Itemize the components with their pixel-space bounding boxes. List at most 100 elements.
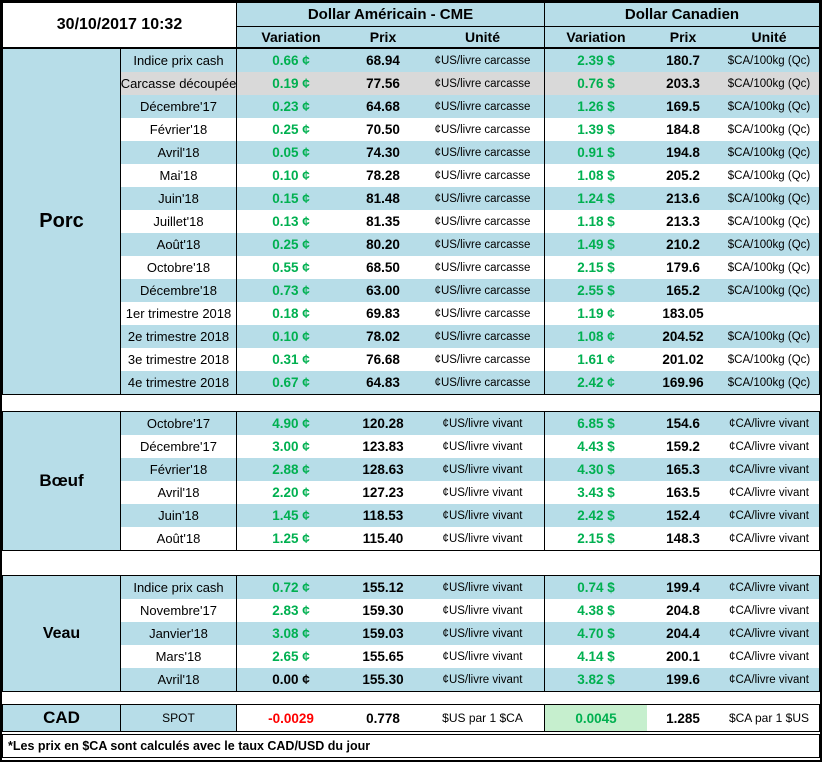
us-price-value: 63.00 bbox=[345, 279, 421, 302]
row-label: Décembre'18 bbox=[121, 279, 237, 302]
ca-price-value: 204.52 bbox=[647, 325, 719, 348]
us-unite-column-header: Unité bbox=[421, 27, 545, 47]
ca-unit-label: ¢CA/livre vivant bbox=[719, 527, 819, 550]
us-unit-label: ¢US/livre carcasse bbox=[421, 348, 545, 371]
us-unit-label: ¢US/livre vivant bbox=[421, 435, 545, 458]
us-price-value: 64.68 bbox=[345, 95, 421, 118]
us-price-value: 155.65 bbox=[345, 645, 421, 668]
us-price-value: 159.03 bbox=[345, 622, 421, 645]
ca-price-value: 159.2 bbox=[647, 435, 719, 458]
ca-variation-value: 4.30 $ bbox=[545, 458, 647, 481]
us-dollar-group-header: Dollar Américain - CME bbox=[237, 3, 545, 27]
row-label: Août'18 bbox=[121, 233, 237, 256]
ca-price-value: 199.6 bbox=[647, 668, 719, 691]
us-variation-value: 0.66 ¢ bbox=[237, 49, 345, 72]
ca-unit-label: $CA/100kg (Qc) bbox=[719, 49, 819, 72]
section-cad: CAD SPOT -0.0029 0.778 $US par 1 $CA 0.0045 1.… bbox=[2, 704, 820, 732]
us-variation-value: 3.00 ¢ bbox=[237, 435, 345, 458]
ca-unit-label: ¢CA/livre vivant bbox=[719, 504, 819, 527]
row-label: Indice prix cash bbox=[121, 576, 237, 599]
ca-unit-label: $CA/100kg (Qc) bbox=[719, 233, 819, 256]
us-unit-label: ¢US/livre vivant bbox=[421, 504, 545, 527]
ca-unit-label: $CA/100kg (Qc) bbox=[719, 348, 819, 371]
row-label: Avril'18 bbox=[121, 481, 237, 504]
ca-variation-value: 6.85 $ bbox=[545, 412, 647, 435]
ca-unit-label: $CA/100kg (Qc) bbox=[719, 72, 819, 95]
us-variation-value: 0.23 ¢ bbox=[237, 95, 345, 118]
us-price-value: 81.35 bbox=[345, 210, 421, 233]
row-label: Avril'18 bbox=[121, 141, 237, 164]
us-price-value: 69.83 bbox=[345, 302, 421, 325]
footnote: *Les prix en $CA sont calculés avec le t… bbox=[2, 734, 820, 758]
section-gap bbox=[2, 692, 820, 704]
us-unit-label: ¢US/livre carcasse bbox=[421, 210, 545, 233]
us-unit-label: ¢US/livre carcasse bbox=[421, 302, 545, 325]
row-label: Octobre'18 bbox=[121, 256, 237, 279]
row-label: Indice prix cash bbox=[121, 49, 237, 72]
ca-unit-label: ¢CA/livre vivant bbox=[719, 622, 819, 645]
us-unit-label: ¢US/livre vivant bbox=[421, 668, 545, 691]
ca-price-value: 163.5 bbox=[647, 481, 719, 504]
us-variation-value: 0.18 ¢ bbox=[237, 302, 345, 325]
us-unit-label: ¢US/livre vivant bbox=[421, 645, 545, 668]
us-unit-label: ¢US/livre carcasse bbox=[421, 187, 545, 210]
us-unit-label: ¢US/livre carcasse bbox=[421, 49, 545, 72]
ca-price-value: 183.05 bbox=[647, 302, 719, 325]
us-price-value: 81.48 bbox=[345, 187, 421, 210]
ca-variation-value: 0.91 $ bbox=[545, 141, 647, 164]
us-unit-label: ¢US/livre vivant bbox=[421, 458, 545, 481]
ca-variation-value: 2.42 $ bbox=[545, 504, 647, 527]
us-price-value: 118.53 bbox=[345, 504, 421, 527]
us-variation-value: 0.72 ¢ bbox=[237, 576, 345, 599]
ca-unit-label: ¢CA/livre vivant bbox=[719, 435, 819, 458]
us-price-value: 155.12 bbox=[345, 576, 421, 599]
row-label: Juin'18 bbox=[121, 504, 237, 527]
row-label: Mars'18 bbox=[121, 645, 237, 668]
ca-unit-label: $CA/100kg (Qc) bbox=[719, 279, 819, 302]
us-variation-value: 0.13 ¢ bbox=[237, 210, 345, 233]
us-price-value: 127.23 bbox=[345, 481, 421, 504]
ca-variation-value: 1.08 $ bbox=[545, 164, 647, 187]
us-variation-value: 0.25 ¢ bbox=[237, 233, 345, 256]
ca-variation-value: 1.08 ¢ bbox=[545, 325, 647, 348]
ca-unit-label: $CA/100kg (Qc) bbox=[719, 210, 819, 233]
ca-variation-value: 1.39 $ bbox=[545, 118, 647, 141]
ca-variation-value: 1.49 $ bbox=[545, 233, 647, 256]
ca-unit-label: $CA/100kg (Qc) bbox=[719, 325, 819, 348]
ca-price-value: 165.3 bbox=[647, 458, 719, 481]
section-label-veau: Veau bbox=[3, 576, 121, 691]
section-label-cad: CAD bbox=[3, 705, 121, 731]
us-price-value: 76.68 bbox=[345, 348, 421, 371]
us-unit-label: ¢US/livre carcasse bbox=[421, 325, 545, 348]
row-label: Août'18 bbox=[121, 527, 237, 550]
row-label: 2e trimestre 2018 bbox=[121, 325, 237, 348]
row-label: Avril'18 bbox=[121, 668, 237, 691]
ca-price-value: 200.1 bbox=[647, 645, 719, 668]
us-unit-label: ¢US/livre carcasse bbox=[421, 141, 545, 164]
ca-unit-label: $CA/100kg (Qc) bbox=[719, 95, 819, 118]
us-unit-label: $US par 1 $CA bbox=[421, 705, 545, 731]
us-variation-value: 0.10 ¢ bbox=[237, 164, 345, 187]
row-label: 1er trimestre 2018 bbox=[121, 302, 237, 325]
ca-variation-value: 0.0045 bbox=[545, 705, 647, 731]
us-unit-label: ¢US/livre carcasse bbox=[421, 279, 545, 302]
ca-variation-value: 3.82 $ bbox=[545, 668, 647, 691]
ca-price-value: 194.8 bbox=[647, 141, 719, 164]
us-unit-label: ¢US/livre carcasse bbox=[421, 118, 545, 141]
us-variation-value: 0.67 ¢ bbox=[237, 371, 345, 394]
row-label: Carcasse découpée bbox=[121, 72, 237, 95]
us-price-value: 77.56 bbox=[345, 72, 421, 95]
ca-variation-value: 0.76 $ bbox=[545, 72, 647, 95]
row-label: Décembre'17 bbox=[121, 435, 237, 458]
us-price-value: 155.30 bbox=[345, 668, 421, 691]
ca-price-value: 152.4 bbox=[647, 504, 719, 527]
us-price-value: 123.83 bbox=[345, 435, 421, 458]
us-price-value: 78.02 bbox=[345, 325, 421, 348]
ca-price-value: 204.8 bbox=[647, 599, 719, 622]
row-label: Mai'18 bbox=[121, 164, 237, 187]
ca-variation-value: 2.39 $ bbox=[545, 49, 647, 72]
report-datetime: 30/10/2017 10:32 bbox=[3, 3, 237, 47]
ca-price-value: 169.96 bbox=[647, 371, 719, 394]
us-unit-label: ¢US/livre vivant bbox=[421, 527, 545, 550]
us-variation-value: 0.73 ¢ bbox=[237, 279, 345, 302]
